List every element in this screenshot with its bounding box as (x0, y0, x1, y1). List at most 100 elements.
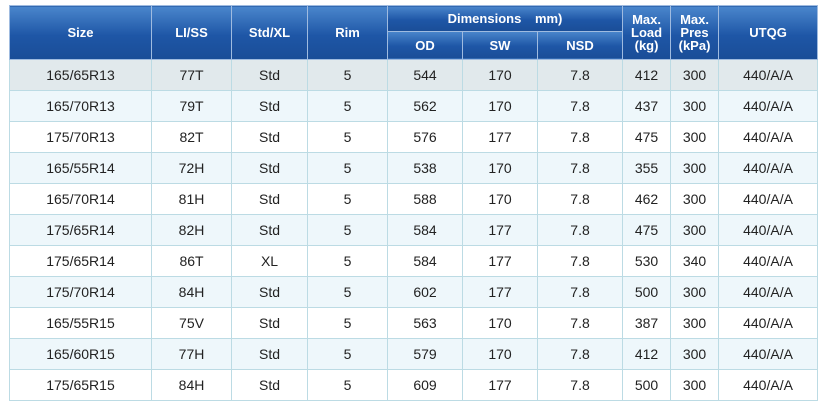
cell-nsd: 7.8 (536, 152, 624, 184)
cell-sw: 170 (462, 183, 538, 215)
cell-std-xl: Std (231, 214, 308, 246)
cell-sw: 170 (462, 338, 538, 370)
cell-sw: 170 (462, 307, 538, 339)
table-row: 175/65R14 86T XL 5 584 177 7.8 530 340 440/A/A (9, 245, 819, 277)
cell-size: 165/55R15 (9, 307, 152, 339)
cell-max-pres: 300 (670, 369, 720, 401)
cell-od: 584 (387, 214, 463, 246)
cell-std-xl: Std (231, 338, 308, 370)
cell-size: 165/65R13 (9, 59, 152, 91)
cell-size: 165/70R13 (9, 90, 152, 122)
tyre-spec-table: Size LI/SS Std/XL Rim Dimensions mm) Max… (9, 5, 819, 401)
cell-od: 544 (387, 59, 463, 91)
cell-max-pres: 300 (670, 121, 720, 153)
cell-od: 576 (387, 121, 463, 153)
cell-max-load: 475 (622, 214, 672, 246)
cell-max-load: 387 (622, 307, 672, 339)
header-max-load-line3: (kg) (634, 38, 659, 53)
cell-size: 175/70R14 (9, 276, 152, 308)
cell-od: 588 (387, 183, 463, 215)
cell-max-load: 412 (622, 59, 672, 91)
header-max-load: Max. Load (kg) (622, 5, 672, 60)
cell-utqg: 440/A/A (718, 245, 819, 277)
cell-size: 165/55R14 (9, 152, 152, 184)
table-row: 175/65R15 84H Std 5 609 177 7.8 500 300 440/A/A (9, 369, 819, 401)
cell-utqg: 440/A/A (718, 369, 819, 401)
header-size: Size (9, 5, 152, 60)
table-row: 165/55R14 72H Std 5 538 170 7.8 355 300 440/A/A (9, 152, 819, 184)
cell-sw: 170 (462, 152, 538, 184)
header-nsd: NSD (536, 30, 624, 61)
header-dimensions: Dimensions mm) (386, 5, 624, 32)
cell-od: 584 (387, 245, 463, 277)
header-max-load-line2: Load (631, 25, 663, 40)
cell-nsd: 7.8 (536, 183, 624, 215)
cell-max-pres: 340 (670, 245, 720, 277)
table-row: 175/70R13 82T Std 5 576 177 7.8 475 300 440/A/A (9, 121, 819, 153)
header-dimensions-label: Dimensions (447, 10, 522, 26)
cell-od: 538 (387, 152, 463, 184)
cell-max-pres: 300 (670, 183, 720, 215)
header-max-pres-line2: Pres (680, 25, 709, 40)
cell-rim: 5 (307, 214, 388, 246)
header-dimensions-unit: mm) (534, 10, 563, 26)
cell-li-ss: 72H (151, 152, 232, 184)
cell-li-ss: 84H (151, 369, 232, 401)
header-max-pres-line3: (kPa) (678, 38, 711, 53)
cell-rim: 5 (307, 59, 388, 91)
table-row: 165/65R13 77T Std 5 544 170 7.8 412 300 440/A/A (9, 59, 819, 91)
cell-utqg: 440/A/A (718, 338, 819, 370)
header-max-pres-line1: Max. (680, 12, 709, 27)
cell-sw: 177 (462, 121, 538, 153)
cell-std-xl: Std (231, 121, 308, 153)
cell-std-xl: Std (231, 369, 308, 401)
cell-sw: 177 (462, 369, 538, 401)
cell-nsd: 7.8 (536, 90, 624, 122)
cell-size: 175/65R14 (9, 245, 152, 277)
cell-nsd: 7.8 (536, 59, 624, 91)
cell-rim: 5 (307, 369, 388, 401)
cell-size: 165/60R15 (9, 338, 152, 370)
cell-od: 563 (387, 307, 463, 339)
cell-max-pres: 300 (670, 90, 720, 122)
cell-sw: 177 (462, 214, 538, 246)
cell-nsd: 7.8 (536, 338, 624, 370)
cell-utqg: 440/A/A (718, 121, 819, 153)
cell-max-load: 500 (622, 369, 672, 401)
cell-sw: 177 (462, 276, 538, 308)
cell-nsd: 7.8 (536, 307, 624, 339)
header-std-xl: Std/XL (231, 5, 308, 60)
cell-std-xl: Std (231, 152, 308, 184)
cell-max-load: 437 (622, 90, 672, 122)
table-row: 165/70R13 79T Std 5 562 170 7.8 437 300 440/A/A (9, 90, 819, 122)
table-row: 165/60R15 77H Std 5 579 170 7.8 412 300 440/A/A (9, 338, 819, 370)
cell-nsd: 7.8 (536, 121, 624, 153)
cell-size: 175/70R13 (9, 121, 152, 153)
cell-li-ss: 75V (151, 307, 232, 339)
cell-std-xl: Std (231, 307, 308, 339)
cell-rim: 5 (307, 152, 388, 184)
table-row: 165/70R14 81H Std 5 588 170 7.8 462 300 440/A/A (9, 183, 819, 215)
cell-rim: 5 (307, 121, 388, 153)
cell-max-pres: 300 (670, 59, 720, 91)
table-body: 165/65R13 77T Std 5 544 170 7.8 412 300 440/A/A 16… (9, 59, 819, 401)
cell-max-pres: 300 (670, 307, 720, 339)
cell-nsd: 7.8 (536, 369, 624, 401)
cell-utqg: 440/A/A (718, 214, 819, 246)
cell-od: 602 (387, 276, 463, 308)
cell-size: 165/70R14 (9, 183, 152, 215)
cell-utqg: 440/A/A (718, 90, 819, 122)
cell-li-ss: 79T (151, 90, 232, 122)
cell-max-pres: 300 (670, 152, 720, 184)
cell-max-pres: 300 (670, 214, 720, 246)
cell-rim: 5 (307, 90, 388, 122)
header-od: OD (387, 30, 463, 61)
header-max-load-line1: Max. (632, 12, 661, 27)
cell-li-ss: 82T (151, 121, 232, 153)
cell-li-ss: 77H (151, 338, 232, 370)
cell-max-load: 412 (622, 338, 672, 370)
cell-li-ss: 84H (151, 276, 232, 308)
cell-max-load: 500 (622, 276, 672, 308)
header-utqg: UTQG (718, 5, 819, 60)
